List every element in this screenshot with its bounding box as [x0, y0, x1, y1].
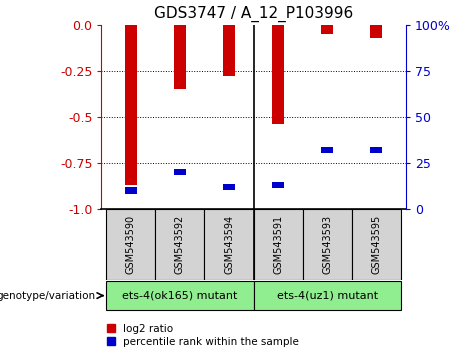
Bar	[254, 281, 401, 310]
Text: GSM543590: GSM543590	[126, 215, 136, 274]
Bar	[272, 182, 284, 188]
Title: GDS3747 / A_12_P103996: GDS3747 / A_12_P103996	[154, 6, 353, 22]
Text: GSM543591: GSM543591	[273, 215, 283, 274]
Bar	[205, 209, 254, 280]
Bar	[174, 25, 186, 89]
Bar	[125, 187, 137, 194]
Bar	[321, 25, 333, 34]
Text: GSM543593: GSM543593	[322, 215, 332, 274]
Text: ets-4(uz1) mutant: ets-4(uz1) mutant	[277, 291, 378, 301]
Bar	[272, 25, 284, 124]
Legend: log2 ratio, percentile rank within the sample: log2 ratio, percentile rank within the s…	[106, 324, 299, 347]
Text: GSM543595: GSM543595	[371, 215, 381, 274]
Bar	[321, 147, 333, 153]
Text: GSM543594: GSM543594	[224, 215, 234, 274]
Bar	[106, 281, 254, 310]
Bar	[254, 209, 302, 280]
Bar	[302, 209, 352, 280]
Bar	[125, 25, 137, 185]
Text: GSM543592: GSM543592	[175, 215, 185, 274]
Bar	[352, 209, 401, 280]
Bar	[223, 25, 235, 76]
Bar	[223, 183, 235, 190]
Bar	[370, 25, 382, 38]
Bar	[174, 169, 186, 175]
Bar	[106, 209, 155, 280]
Text: ets-4(ok165) mutant: ets-4(ok165) mutant	[122, 291, 237, 301]
Bar	[370, 147, 382, 153]
Bar	[155, 209, 205, 280]
Text: genotype/variation: genotype/variation	[0, 291, 95, 301]
